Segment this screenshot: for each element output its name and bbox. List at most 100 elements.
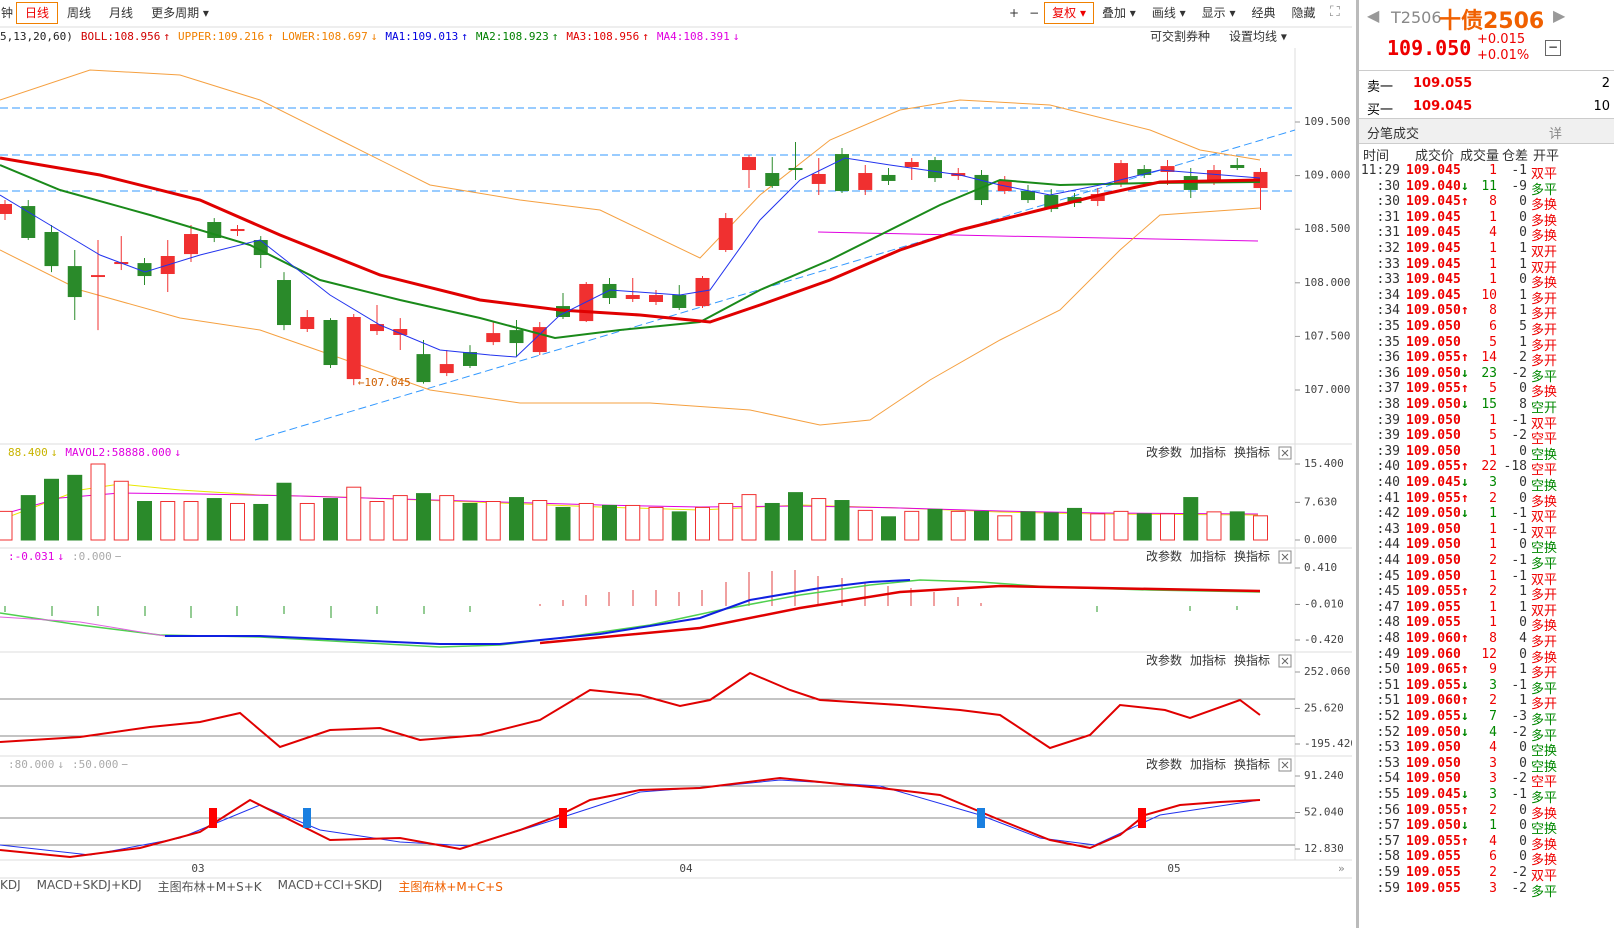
tick-volume: 15 [1481, 397, 1497, 412]
panel-button: 加指标 [1190, 549, 1226, 564]
tick-price: 109.045 [1406, 163, 1461, 178]
k-line [0, 779, 1261, 856]
fullscreen-icon[interactable]: ⛶ [1330, 4, 1340, 20]
tick-volume: 1 [1489, 241, 1497, 256]
candle-body [579, 283, 594, 322]
tick-price: 109.050 [1406, 397, 1461, 412]
volume-bar [20, 495, 36, 541]
legend-arrow: ↓ [371, 30, 378, 43]
tick-diff: 0 [1519, 272, 1527, 288]
period-tab[interactable]: 更多周期 ▾ [151, 6, 209, 20]
tool-button[interactable]: 隐藏 [1291, 6, 1316, 20]
change-pct: +0.01% [1477, 48, 1530, 63]
tick-type: 双平 [1531, 572, 1558, 588]
candle-body [509, 330, 524, 344]
tick-type: 多换 [1531, 650, 1558, 666]
tick-type: 空换 [1531, 479, 1558, 494]
tick-volume: 12 [1481, 646, 1497, 662]
y-tick-label: 91.240 [1304, 769, 1344, 782]
tick-diff: 1 [1519, 287, 1527, 303]
signal-marker [209, 808, 217, 828]
template-tab[interactable]: MACD+CCI+SKDJ [277, 878, 383, 892]
boll-lower [0, 207, 1261, 426]
prev-arrow[interactable]: ◀ [1367, 6, 1380, 25]
tool-button[interactable]: + [1009, 6, 1020, 20]
tool-button[interactable]: 复权 ▾ [1044, 2, 1094, 24]
tick-price: 109.045 [1406, 256, 1461, 272]
template-tab[interactable]: MACD+SKDJ+KDJ [36, 878, 142, 892]
legend-arrow: ↑ [163, 30, 170, 43]
tick-time: :49 [1376, 646, 1400, 662]
collapse-button[interactable]: − [1545, 40, 1561, 56]
tool-button[interactable]: 画线 ▾ [1151, 6, 1186, 20]
close-icon [1281, 553, 1289, 561]
template-tab[interactable]: 主图布林+M+C+S [398, 880, 503, 894]
next-arrow[interactable]: ▶ [1553, 6, 1566, 25]
tick-volume: 3 [1489, 787, 1497, 802]
tick-time: :34 [1376, 287, 1400, 303]
period-tab[interactable]: 日线 [16, 2, 59, 24]
tick-type: 空换 [1531, 759, 1558, 775]
legend-item: MAVOL2:58888.000 [65, 446, 171, 459]
tick-dir: ↓ [1461, 787, 1469, 802]
tool-button[interactable]: 叠加 ▾ [1101, 6, 1136, 20]
tick-price: 109.045 [1406, 194, 1461, 210]
candle-body [602, 283, 617, 299]
tool-button[interactable]: 显示 ▾ [1201, 6, 1236, 20]
candle-body [44, 231, 59, 267]
volume-bar [253, 503, 269, 541]
boll-upper [0, 69, 1261, 259]
tool-button[interactable]: 经典 [1251, 6, 1276, 20]
period-tab[interactable]: 周线 [67, 6, 92, 20]
volume-bar [1113, 510, 1129, 541]
volume-bar [532, 500, 548, 541]
tick-diff: -18 [1503, 459, 1527, 475]
tick-time: :38 [1376, 397, 1400, 412]
candle-body [625, 295, 640, 299]
tick-price: 109.055 [1406, 677, 1461, 693]
close-icon [1281, 449, 1289, 457]
cci-levels [0, 698, 1295, 737]
tick-volume: 1 [1489, 272, 1497, 288]
period-tab[interactable]: 钟 [1, 6, 14, 20]
y-tick-label: 252.060 [1304, 665, 1350, 678]
tool-toolbar: + − 复权 ▾ 叠加 ▾ 画线 ▾ 显示 ▾ 经典 隐藏 [1004, 2, 1324, 24]
candle-body [323, 319, 338, 366]
tick-volume: 14 [1481, 350, 1497, 366]
y-tick-label: 7.630 [1304, 495, 1337, 508]
legend-arrow: − [121, 758, 128, 771]
template-tab[interactable]: KDJ [0, 878, 21, 892]
tick-type: 多换 [1531, 385, 1558, 401]
tick-dir: ↓ [1461, 506, 1469, 522]
tick-time: :39 [1376, 412, 1400, 428]
candle-body [1160, 166, 1175, 172]
x-label: 03 [191, 862, 204, 875]
period-tab[interactable]: 月线 [109, 6, 134, 20]
volume-bar [1020, 511, 1036, 541]
tick-price: 109.045 [1406, 272, 1461, 288]
tick-volume: 22 [1481, 459, 1497, 475]
tick-price: 109.055 [1406, 709, 1461, 724]
tick-diff: -2 [1511, 365, 1527, 381]
template-tab[interactable]: 主图布林+M+S+K [157, 880, 262, 894]
ask-volume: 2 [1601, 76, 1610, 91]
tick-dir: ↑ [1461, 194, 1469, 210]
tick-price: 109.055 [1406, 833, 1461, 849]
scroll-arrow[interactable]: » [1338, 862, 1345, 875]
tick-diff: 0 [1519, 490, 1527, 506]
tick-volume: 2 [1489, 490, 1497, 506]
tick-volume: 8 [1489, 631, 1497, 646]
tick-time: :58 [1376, 849, 1400, 865]
tick-diff: 0 [1519, 615, 1527, 631]
tick-diff: -2 [1511, 865, 1527, 880]
volume-bar [462, 502, 478, 541]
tick-price: 109.050 [1406, 303, 1461, 319]
tick-type: 双平 [1531, 525, 1558, 541]
tick-diff: 1 [1519, 693, 1527, 709]
detail-button[interactable]: 详 [1549, 127, 1563, 142]
volume-bar [90, 463, 106, 541]
tick-type: 空换 [1531, 822, 1558, 838]
legend-item: :0.000 [72, 550, 112, 563]
tick-price: 109.060 [1406, 693, 1461, 709]
tool-button[interactable]: − [1029, 6, 1040, 20]
